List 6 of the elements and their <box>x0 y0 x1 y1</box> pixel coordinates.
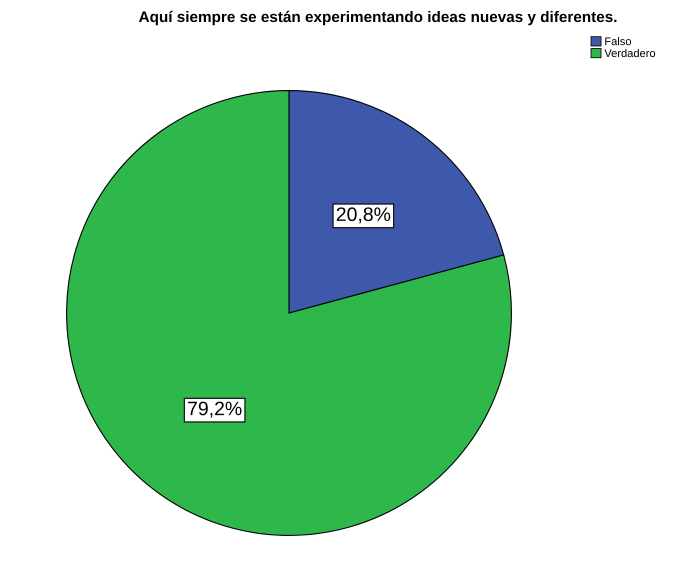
data-label: 79,2% <box>188 402 242 418</box>
data-label: 20,8% <box>336 207 390 224</box>
chart-title: Aquí siempre se están experimentando ideas nuevas y diferentes. <box>138 10 616 26</box>
legend-label: Falso <box>605 37 632 46</box>
pie-slice <box>66 90 512 536</box>
legend-label: Verdadero <box>604 48 656 58</box>
